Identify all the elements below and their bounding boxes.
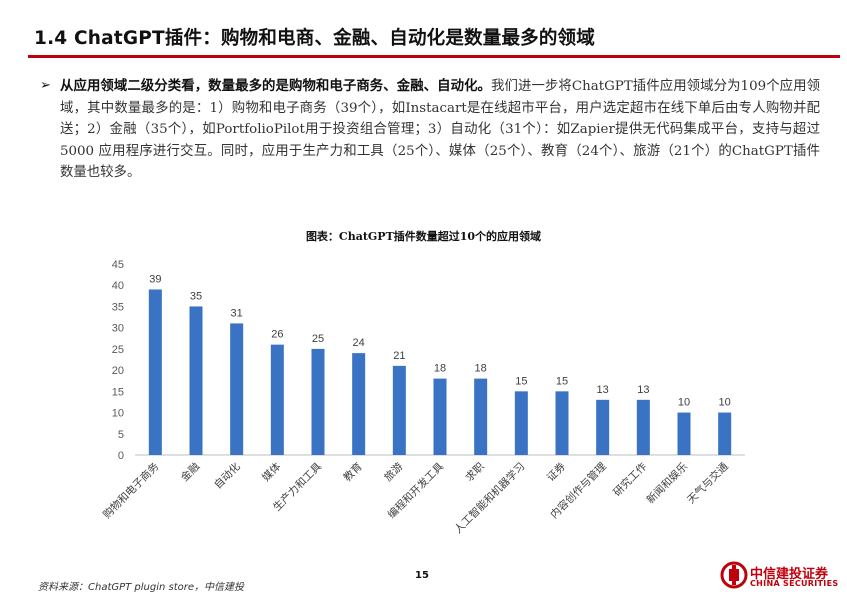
data-label: 18 [434,363,446,375]
x-tick-label: 研究工作 [611,460,650,499]
bar [677,412,691,455]
x-tick-label: 媒体 [259,460,283,484]
x-tick-label: 天气与交通 [684,460,731,507]
bar [433,378,447,455]
bullet-body: 我们进一步将ChatGPT插件应用领域分为109个应用领域，其中数量最多的是：1… [60,79,820,180]
data-label: 35 [190,290,202,302]
y-tick-label: 15 [112,386,124,398]
data-label: 24 [353,337,365,349]
data-label: 15 [515,375,527,387]
data-label: 10 [678,397,690,409]
bar [392,365,406,455]
source-note: 资料来源：ChatGPT plugin store，中信建投 [38,582,245,593]
bar [718,412,732,455]
data-label: 13 [637,384,649,396]
bar [230,323,244,455]
y-tick-label: 30 [112,323,124,335]
bullet-text: 从应用领域二级分类看，数量最多的是购物和电子商务、金融、自动化。我们进一步将Ch… [60,76,820,184]
title-divider [28,55,840,58]
logo-name-cn: 中信建投证券 [750,567,829,582]
x-tick-label: 金融 [178,460,202,484]
bar [596,399,610,455]
y-tick-label: 0 [118,450,124,462]
bullet-paragraph: ➢ 从应用领域二级分类看，数量最多的是购物和电子商务、金融、自动化。我们进一步将… [40,76,820,184]
page-number: 15 [415,570,429,581]
logo-name-en: CHINA SECURITIES [750,579,839,588]
bar [148,289,162,455]
y-tick-label: 40 [112,280,124,292]
y-tick-label: 10 [112,408,124,420]
data-label: 31 [231,307,243,319]
china-securities-logo-icon [720,561,748,589]
x-tick-label: 自动化 [211,460,243,492]
bullet-lead: 从应用领域二级分类看，数量最多的是购物和电子商务、金融、自动化。 [60,78,492,94]
data-label: 21 [393,350,405,362]
x-tick-label: 新闻和娱乐 [644,460,691,507]
x-tick-label: 求职 [463,460,487,484]
company-logo: 中信建投证券 CHINA SECURITIES [720,561,840,591]
bar [352,353,366,455]
x-tick-label: 教育 [341,460,365,484]
x-tick-label: 旅游 [381,460,405,484]
data-label: 26 [271,329,283,341]
bar [189,306,203,455]
x-tick-label: 人工智能和机器学习 [451,460,527,536]
y-tick-label: 20 [112,365,124,377]
bar [270,344,284,455]
bar [636,399,650,455]
arrow-bullet-icon: ➢ [40,78,51,93]
y-tick-label: 25 [112,344,124,356]
bar [555,391,569,455]
x-tick-label: 购物和电子商务 [100,460,162,522]
y-tick-label: 45 [112,259,124,271]
y-tick-label: 35 [112,301,124,313]
bar [514,391,528,455]
data-label: 39 [149,273,161,285]
data-label: 25 [312,333,324,345]
data-label: 15 [556,375,568,387]
chart-title: 图表：ChatGPT插件数量超过10个的应用领域 [305,230,542,243]
data-label: 13 [597,384,609,396]
bar [474,378,488,455]
x-tick-label: 证券 [544,460,568,484]
data-label: 18 [475,363,487,375]
y-tick-label: 5 [118,429,124,441]
data-label: 10 [719,397,731,409]
page-title: 1.4 ChatGPT插件：购物和电商、金融、自动化是数量最多的领域 [34,28,595,49]
bar [311,348,325,455]
